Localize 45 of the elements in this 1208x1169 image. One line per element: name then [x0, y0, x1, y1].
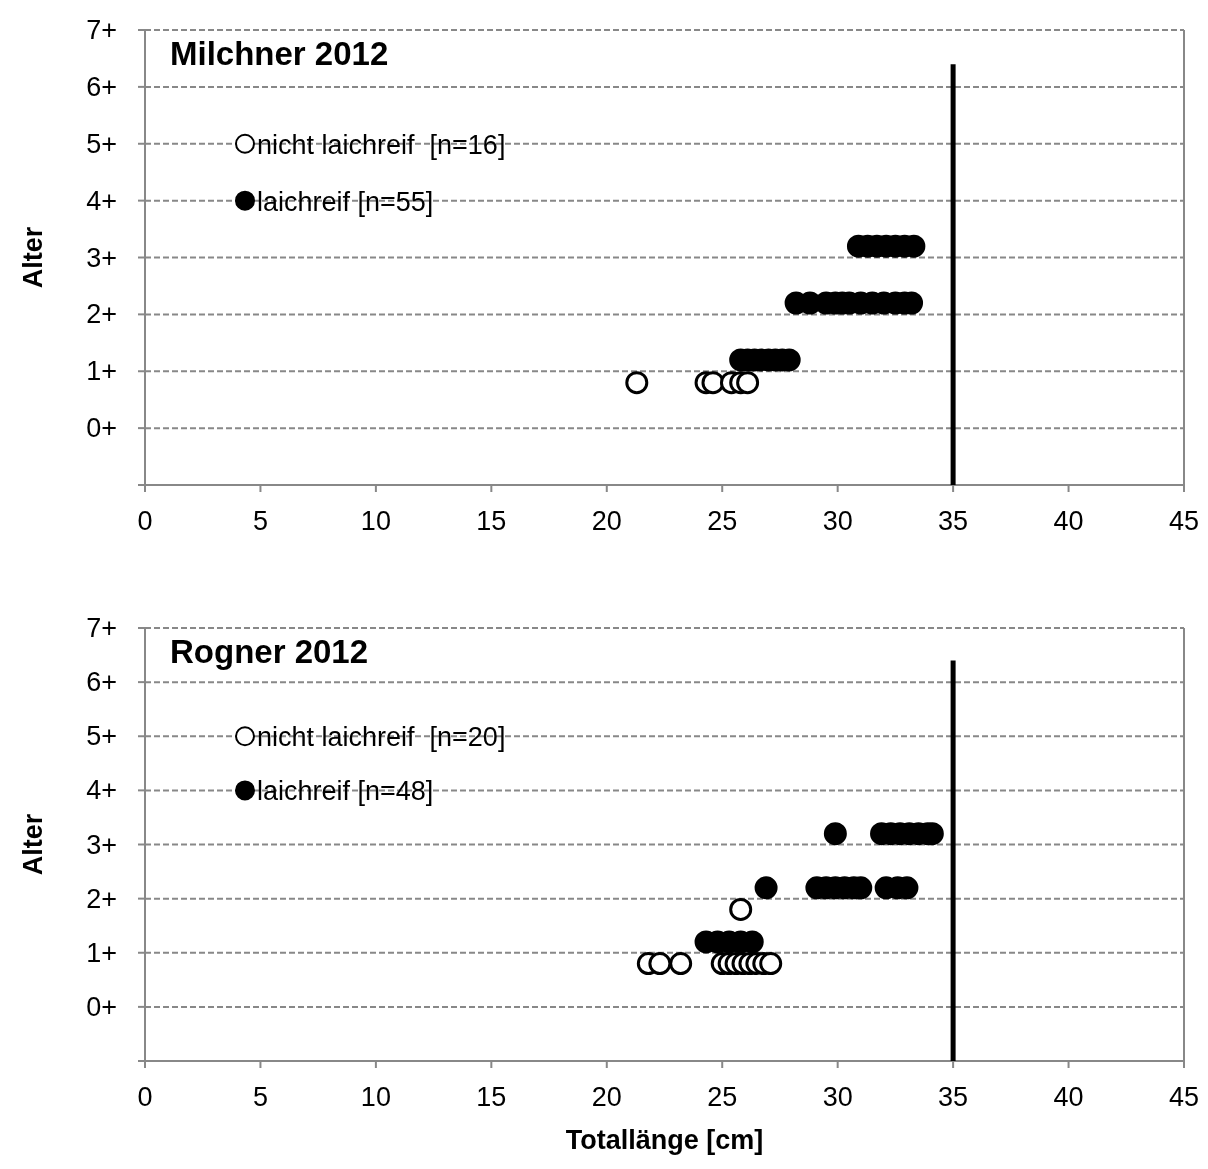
y-tick-label: 6+	[86, 71, 117, 102]
y-tick-label: 3+	[86, 829, 117, 860]
legend-label: nicht laichreif [n=20]	[257, 722, 506, 753]
x-tick-label: 15	[476, 506, 507, 536]
y-tick-label: 0+	[86, 413, 117, 444]
y-axis-title: Alter	[18, 813, 48, 876]
y-axis-title: Alter	[18, 226, 48, 289]
y-tick-label: 5+	[86, 128, 117, 159]
y-tick-label: 0+	[86, 991, 117, 1022]
x-tick-label: 45	[1168, 1082, 1200, 1112]
x-tick-label: 15	[476, 1082, 507, 1112]
y-tick-label: 4+	[86, 185, 117, 216]
x-tick-label: 30	[822, 1082, 853, 1112]
x-tick-label: 30	[822, 506, 853, 536]
y-tick-label: 2+	[86, 883, 117, 914]
y-tick-label: 5+	[86, 721, 117, 752]
x-tick-label: 5	[252, 506, 268, 536]
x-tick-label: 20	[591, 506, 622, 536]
x-tick-label: 40	[1053, 506, 1084, 536]
x-tick-label: 0	[137, 1082, 153, 1112]
x-tick-label: 5	[252, 1082, 268, 1112]
chart-title: Rogner 2012	[170, 633, 369, 670]
x-axis-title: Totallänge [cm]	[565, 1125, 764, 1155]
y-tick-label: 1+	[86, 356, 117, 387]
y-tick-label: 6+	[86, 667, 117, 698]
x-tick-label: 25	[707, 1082, 738, 1112]
x-tick-label: 35	[938, 1082, 969, 1112]
x-tick-label: 45	[1168, 506, 1200, 536]
y-tick-label: 3+	[86, 242, 117, 273]
x-tick-label: 20	[591, 1082, 622, 1112]
x-tick-label: 0	[137, 506, 153, 536]
y-tick-label: 7+	[86, 613, 117, 643]
y-tick-label: 1+	[86, 937, 117, 968]
legend-label: laichreif [n=55]	[257, 186, 434, 217]
x-tick-label: 10	[360, 1082, 391, 1112]
x-tick-label: 35	[938, 506, 969, 536]
y-tick-label: 7+	[86, 15, 117, 45]
legend-label: laichreif [n=48]	[257, 776, 434, 807]
x-tick-label: 25	[707, 506, 738, 536]
x-tick-label: 40	[1053, 1082, 1084, 1112]
y-tick-label: 2+	[86, 299, 117, 330]
y-tick-label: 4+	[86, 775, 117, 806]
x-tick-label: 10	[360, 506, 391, 536]
chart-title: Milchner 2012	[170, 35, 389, 72]
legend-label: nicht laichreif [n=16]	[257, 129, 506, 160]
